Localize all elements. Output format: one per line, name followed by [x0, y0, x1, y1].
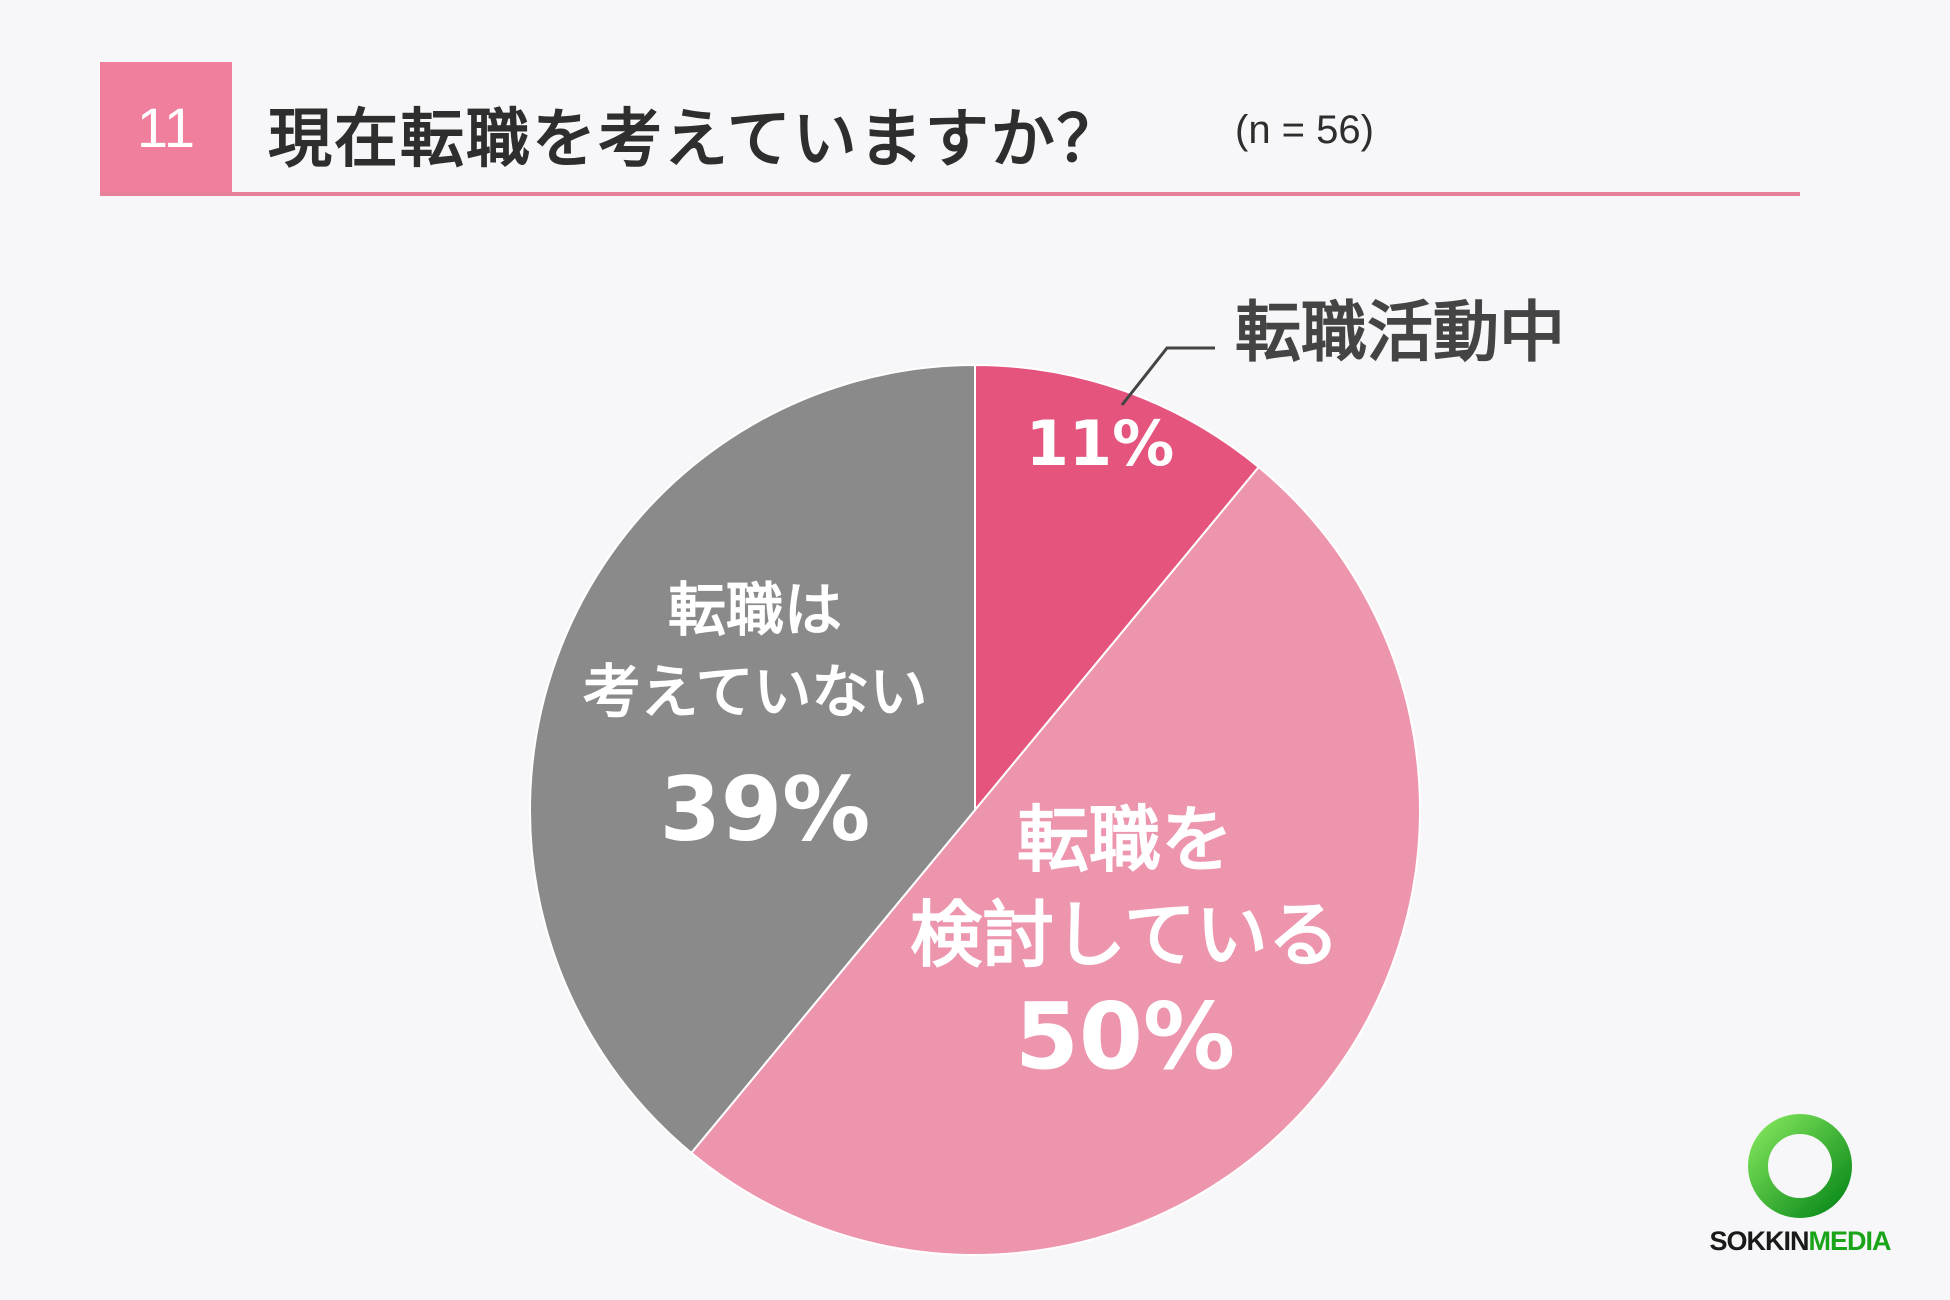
slice-value-label-2: 50% — [1015, 983, 1235, 1090]
slice-value-label-1: 11% — [1026, 407, 1174, 480]
sample-size: (n = 56) — [1235, 108, 1374, 152]
title-underline — [100, 192, 1800, 196]
sokkin-media-logo: SOKKINMEDIA — [1690, 1108, 1910, 1258]
logo-text-media: MEDIA — [1808, 1226, 1892, 1256]
slice-label-2-line-1: 転職を — [1017, 798, 1233, 882]
pie-slice-1 — [974, 363, 1261, 813]
logo-text-sokkin: SOKKIN — [1709, 1226, 1809, 1256]
question-title: 現在転職を考えていますか？ — [268, 103, 1123, 177]
slice-label-3-line-1: 転職は — [668, 576, 842, 644]
logo-ring-icon — [1748, 1114, 1852, 1218]
pie-slice-3 — [529, 363, 976, 1155]
pie-slice-2 — [689, 465, 1421, 1256]
header: 11 現在転職を考えていますか？ (n = 56) — [100, 62, 1800, 196]
leader-line — [1120, 346, 1215, 406]
logo-text: SOKKINMEDIA — [1690, 1226, 1910, 1257]
slice-value-label-3: 39% — [660, 758, 871, 861]
slice-label-2-line-2: 検討している — [910, 893, 1340, 977]
slice-label-3-line-2: 考えていない — [582, 658, 927, 726]
question-number-badge: 11 — [100, 62, 232, 192]
slice-label-1: 転職活動中 — [1235, 294, 1565, 371]
